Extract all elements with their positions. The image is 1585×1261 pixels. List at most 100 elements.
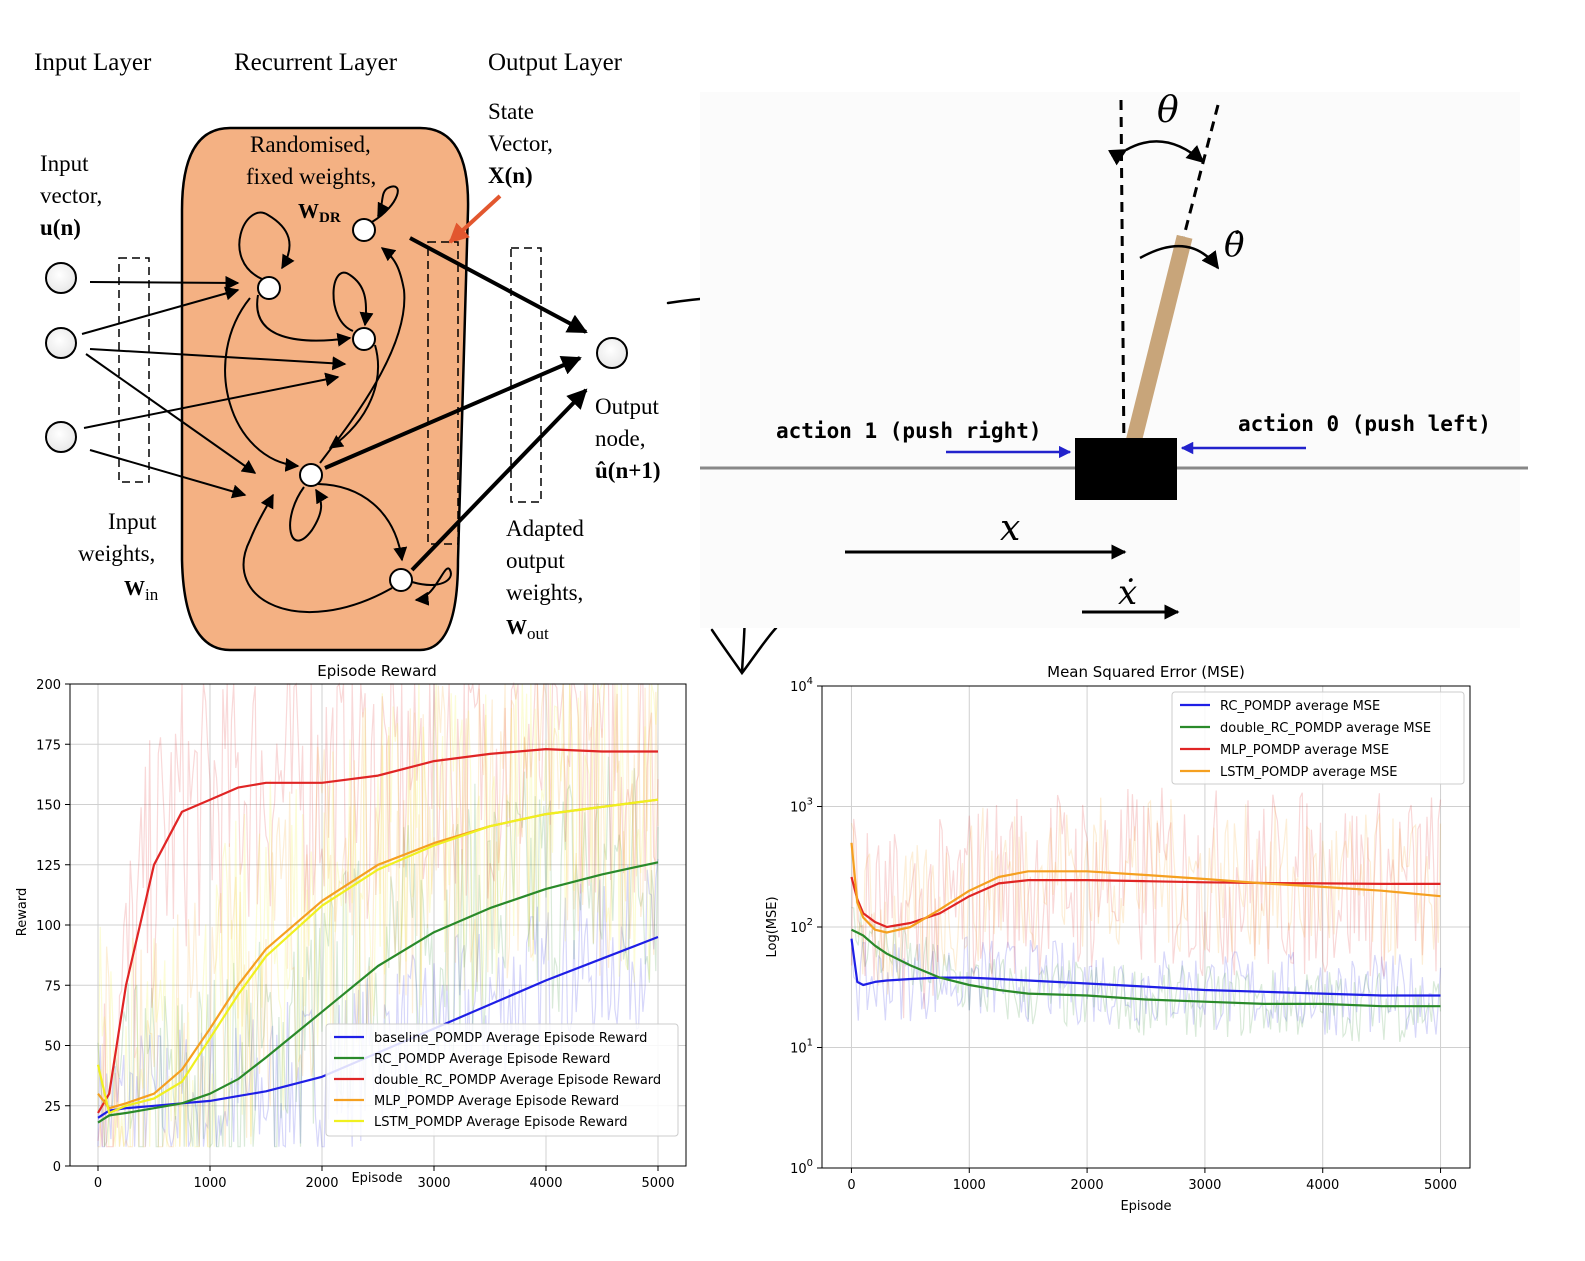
series-line bbox=[97, 935, 659, 1119]
action-left-label: action 0 (push left) bbox=[1238, 412, 1491, 436]
x-tick-label: 2000 bbox=[305, 1176, 338, 1191]
series-line bbox=[96, 798, 659, 1115]
recurrent-connections bbox=[224, 185, 452, 613]
reward-legend-box bbox=[325, 1023, 679, 1137]
x-tick-label: 0 bbox=[94, 1176, 102, 1191]
y-tick-label: 75 bbox=[44, 979, 61, 994]
action-right-label: action 1 (push right) bbox=[776, 419, 1042, 443]
legend-label: double_RC_POMDP average MSE bbox=[1220, 721, 1431, 736]
series-line bbox=[851, 928, 1441, 1008]
x-tick-label: 1000 bbox=[193, 1176, 226, 1191]
x-tick-label: 5000 bbox=[1424, 1178, 1457, 1193]
state-vector-pointer-arrow bbox=[448, 194, 502, 244]
reservoir-body bbox=[180, 126, 470, 652]
x-tick-label: 4000 bbox=[1306, 1178, 1339, 1193]
y-tick-label: 100 bbox=[36, 919, 61, 934]
x-dot-label: ẋ bbox=[1118, 573, 1137, 613]
reward-chart-title: Episode Reward bbox=[317, 662, 437, 680]
y-tick-label: 150 bbox=[36, 799, 61, 814]
reservoir-label: Randomised, fixed weights, bbox=[246, 132, 377, 189]
mse-legend-box bbox=[1171, 691, 1465, 785]
reservoir-node-d bbox=[299, 463, 323, 487]
y-tick-label: 25 bbox=[44, 1100, 61, 1115]
input-node-2 bbox=[45, 327, 77, 359]
series-line bbox=[850, 876, 1441, 929]
legend-label: RC_POMDP Average Episode Reward bbox=[374, 1052, 610, 1067]
input-layer-header: Input Layer bbox=[34, 49, 152, 76]
x-tick-label: 4000 bbox=[529, 1176, 562, 1191]
adapted-weights-label: Adapted output weights, bbox=[506, 516, 590, 605]
legend-label: RC_POMDP average MSE bbox=[1220, 699, 1380, 714]
output-node-label: Output node, û(n+1) bbox=[595, 394, 665, 483]
input-connections bbox=[81, 275, 347, 499]
theta-dot-label: θ̇ bbox=[1224, 225, 1244, 265]
input-vector-label: Input vector, u(n) bbox=[40, 151, 108, 240]
mse-ylabel: Log(MSE) bbox=[765, 896, 780, 957]
reward-ticks: 0 1000 2000 3000 4000 5000 0 25 50 75 100 125 150 175… bbox=[36, 678, 674, 1191]
theta-dot-arc bbox=[1139, 244, 1220, 270]
wout-label: Wout bbox=[506, 615, 549, 643]
noise-trace bbox=[97, 681, 659, 1148]
legend-label: MLP_POMDP Average Episode Reward bbox=[374, 1094, 619, 1109]
reward-legend: baseline_POMDP Average Episode Reward RC_… bbox=[325, 1023, 679, 1137]
series-line bbox=[850, 842, 1441, 934]
mse-xlabel: Episode bbox=[1120, 1199, 1171, 1214]
legend-label: double_RC_POMDP Average Episode Reward bbox=[374, 1073, 661, 1088]
win-label: Win bbox=[124, 576, 159, 604]
y-tick-label: 0 bbox=[53, 1160, 61, 1175]
legend-label: baseline_POMDP Average Episode Reward bbox=[374, 1031, 647, 1046]
legend-label: LSTM_POMDP average MSE bbox=[1220, 765, 1397, 780]
wdr-label: WDR bbox=[298, 199, 341, 226]
y-tick-label: 100 bbox=[790, 1158, 813, 1177]
reservoir-node-c bbox=[352, 327, 376, 351]
recurrent-layer-header: Recurrent Layer bbox=[234, 49, 398, 76]
theta-label: θ bbox=[1157, 90, 1179, 131]
mse-legend: RC_POMDP average MSE double_RC_POMDP aver… bbox=[1171, 691, 1465, 785]
mse-ticks: 0 1000 2000 3000 4000 5000 100 101 102 103 104 bbox=[790, 676, 1457, 1193]
reservoir-node-a bbox=[257, 276, 281, 300]
reward-legend-items: baseline_POMDP Average Episode Reward RC_… bbox=[334, 1031, 661, 1130]
reward-xlabel: Episode bbox=[351, 1171, 402, 1186]
cartpole-illustration: θ θ̇ action 1 (push right) action 0 (pus… bbox=[700, 90, 1528, 628]
noise-trace bbox=[97, 683, 659, 1148]
output-node bbox=[596, 337, 628, 369]
mse-chart-title: Mean Squared Error (MSE) bbox=[1047, 663, 1245, 681]
reservoir-node-b bbox=[352, 218, 376, 242]
y-tick-label: 102 bbox=[790, 917, 813, 936]
reservoir-diagram: Input Layer Recurrent Layer Output Layer… bbox=[34, 49, 665, 652]
x-tick-label: 3000 bbox=[417, 1176, 450, 1191]
state-vector-label: State Vector, X(n) bbox=[488, 99, 559, 188]
reservoir-node-e bbox=[389, 568, 413, 592]
y-tick-label: 175 bbox=[36, 738, 61, 753]
input-weights-box bbox=[118, 257, 150, 483]
series-line bbox=[97, 861, 659, 1124]
noise-trace bbox=[98, 683, 659, 1148]
reward-series bbox=[96, 748, 659, 1124]
state-vector-box bbox=[427, 241, 459, 545]
mse-noise bbox=[850, 787, 1442, 1043]
x-tick-label: 0 bbox=[847, 1178, 855, 1193]
input-node-3 bbox=[45, 421, 77, 453]
x-tick-label: 3000 bbox=[1188, 1178, 1221, 1193]
series-line bbox=[97, 748, 658, 1114]
theta-arc bbox=[1107, 140, 1205, 166]
cartpole-background bbox=[700, 92, 1520, 628]
reward-chart: Episode Reward Reward Episode 0 1000 2000 3… bbox=[15, 662, 687, 1191]
input-node-1 bbox=[45, 262, 77, 294]
noise-trace bbox=[851, 906, 1442, 1043]
mse-chart: Mean Squared Error (MSE) Log(MSE) Episod… bbox=[765, 663, 1471, 1214]
input-weights-label: Input weights, bbox=[78, 509, 162, 566]
y-tick-label: 200 bbox=[36, 678, 61, 693]
y-tick-label: 125 bbox=[36, 859, 61, 874]
mse-legend-items: RC_POMDP average MSE double_RC_POMDP aver… bbox=[1180, 699, 1431, 780]
x-label: x bbox=[1000, 508, 1020, 549]
output-connections bbox=[324, 236, 588, 572]
series-line bbox=[850, 938, 1441, 997]
legend-label: MLP_POMDP average MSE bbox=[1220, 743, 1389, 758]
x-tick-label: 2000 bbox=[1071, 1178, 1104, 1193]
y-tick-label: 103 bbox=[790, 797, 813, 816]
x-tick-label: 1000 bbox=[953, 1178, 986, 1193]
mse-series bbox=[850, 842, 1441, 1008]
y-tick-label: 50 bbox=[44, 1040, 61, 1055]
legend-label: LSTM_POMDP Average Episode Reward bbox=[374, 1115, 628, 1130]
